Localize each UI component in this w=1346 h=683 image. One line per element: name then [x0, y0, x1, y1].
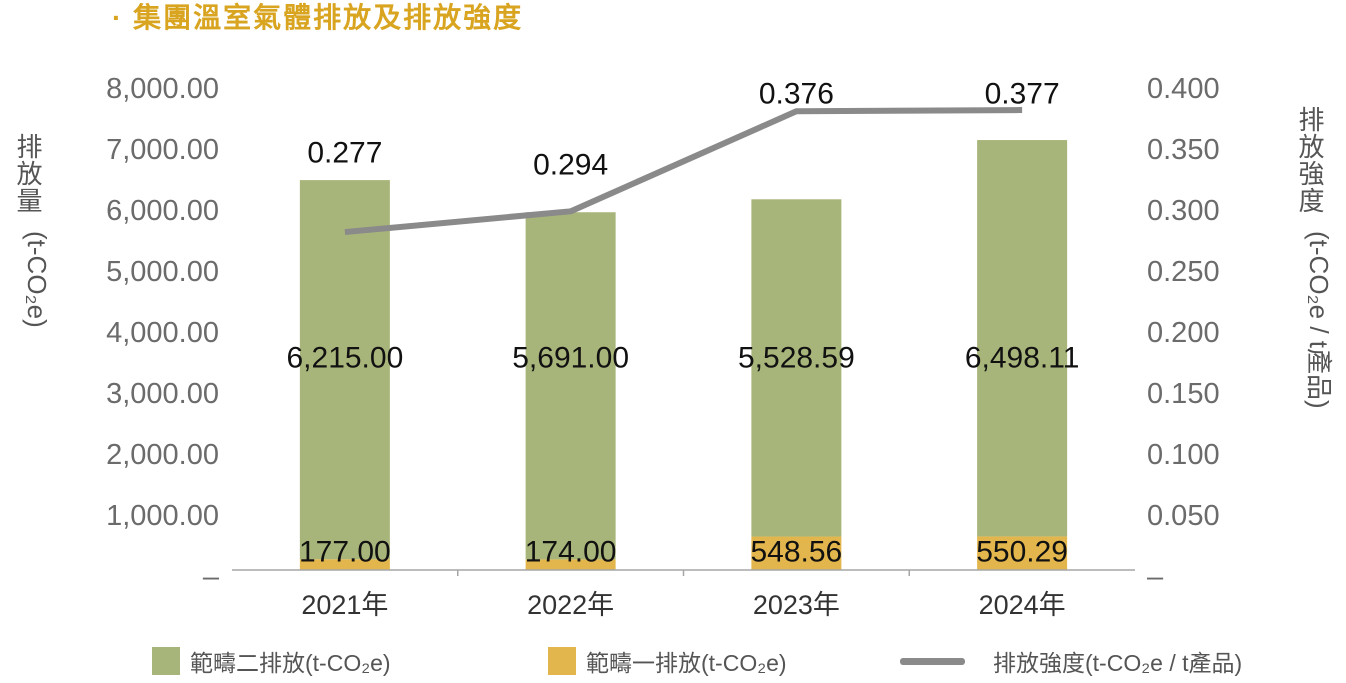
x-category-label: 2024年	[979, 590, 1066, 620]
bar-scope1	[525, 559, 616, 570]
intensity-value-label: 0.294	[533, 149, 608, 182]
y-right-tick-label: 0.100	[1147, 439, 1220, 471]
y-left-axis-title-text: 排放量	[13, 133, 43, 214]
scope1-value-label: 174.00	[525, 536, 617, 569]
legend-item-scope1: 範疇一排放(t-CO₂e)	[548, 644, 787, 678]
y-left-tick-label: 1,000.00	[106, 500, 219, 532]
legend-label-intensity: 排放強度(t-CO₂e / t產品)	[993, 650, 1243, 676]
legend-swatch-intensity-line	[900, 657, 965, 665]
chart-title: · 集團溫室氣體排放及排放強度	[112, 2, 524, 33]
y-left-tick-label: 4,000.00	[106, 317, 219, 349]
scope2-value-label: 5,691.00	[512, 342, 629, 375]
legend-swatch-scope1	[548, 647, 576, 675]
y-right-tick-label: 0.050	[1147, 500, 1220, 532]
scope2-value-label: 6,215.00	[286, 342, 403, 375]
y-left-tick-label: 8,000.00	[106, 73, 219, 105]
y-left-tick-label: 6,000.00	[106, 195, 219, 227]
scope1-value-label: 177.00	[299, 536, 391, 569]
y-left-axis-title: 排放量 (t-CO₂e)	[13, 133, 52, 328]
bar-scope2	[977, 140, 1068, 537]
intensity-line-group	[344, 107, 1023, 236]
intensity-value-label: 0.376	[759, 78, 834, 111]
y-right-axis-title-text: 排放強度	[1295, 106, 1325, 214]
x-axis: 2021年 2022年 2023年 2024年	[232, 569, 1135, 620]
y-right-tick-label: 0.400	[1147, 73, 1220, 105]
scope2-value-label: 5,528.59	[738, 342, 855, 375]
y-left-tick-label: 3,000.00	[106, 378, 219, 410]
legend-swatch-scope2	[152, 647, 180, 675]
x-category-label: 2023年	[753, 590, 840, 620]
bar-scope1	[977, 536, 1068, 570]
y-right-axis-title: 排放強度 (t-CO₂e / t產品)	[1295, 106, 1334, 409]
x-category-label: 2022年	[527, 590, 614, 620]
legend-label-scope1: 範疇一排放(t-CO₂e)	[586, 650, 787, 676]
bars	[299, 140, 1068, 570]
bar-scope2	[299, 180, 390, 560]
y-right-tick-label: 0.300	[1147, 195, 1220, 227]
data-labels: 6,215.00 177.00 0.277 5,691.00 174.00 0.294 5,…	[286, 78, 1079, 569]
intensity-line	[344, 107, 1023, 236]
bar-scope2	[525, 212, 616, 560]
y-right-tick-label: 0.350	[1147, 134, 1220, 166]
y-left-tick-label: 5,000.00	[106, 256, 219, 288]
legend-item-intensity: 排放強度(t-CO₂e / t產品)	[900, 644, 1242, 678]
y-left-tick-label: –	[203, 561, 220, 593]
y-right-tick-label: 0.200	[1147, 317, 1220, 349]
scope2-value-label: 6,498.11	[965, 342, 1080, 375]
axis-ticks: – 1,000.00 2,000.00 3,000.00 4,000.00 5,000.0…	[106, 73, 1219, 593]
legend-item-scope2: 範疇二排放(t-CO₂e)	[152, 644, 391, 678]
y-right-tick-label: 0.150	[1147, 378, 1220, 410]
bar-scope1	[751, 536, 842, 570]
y-right-axis-unit: (t-CO₂e / t產品)	[1304, 231, 1334, 409]
y-left-axis-unit: (t-CO₂e)	[22, 231, 52, 328]
x-category-label: 2021年	[301, 590, 388, 620]
y-right-tick-label: –	[1147, 561, 1164, 593]
intensity-value-label: 0.377	[985, 78, 1060, 111]
y-left-tick-label: 2,000.00	[106, 439, 219, 471]
y-left-tick-label: 7,000.00	[106, 134, 219, 166]
bar-scope2	[751, 199, 842, 537]
scope1-value-label: 550.29	[976, 536, 1068, 569]
scope1-value-label: 548.56	[750, 536, 842, 569]
bar-scope1	[299, 559, 390, 570]
y-right-tick-label: 0.250	[1147, 256, 1220, 288]
intensity-value-label: 0.277	[307, 137, 382, 170]
legend-label-scope2: 範疇二排放(t-CO₂e)	[190, 650, 391, 676]
